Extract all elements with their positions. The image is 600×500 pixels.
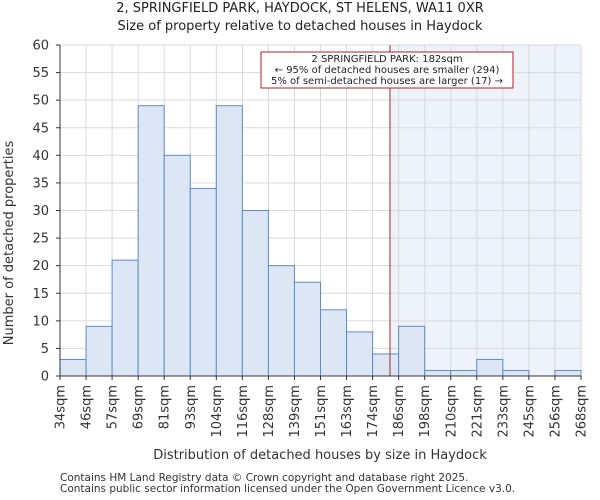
bar-221sqm (476, 358, 504, 377)
bar-151sqm (320, 309, 348, 377)
bar-163sqm (346, 331, 374, 377)
y-tick-label: 35 (32, 176, 49, 191)
bar-128sqm (267, 265, 295, 377)
annotation-line-2: ← 95% of detached houses are smaller (29… (275, 65, 500, 76)
y-tick-label: 10 (32, 314, 49, 329)
bar-186sqm (398, 325, 426, 377)
x-tick-label: 139sqm (288, 385, 303, 438)
x-tick-label: 186sqm (392, 385, 407, 438)
annotation-box: 2 SPRINGFIELD PARK: 182sqm ← 95% of deta… (260, 51, 514, 89)
y-tick-label: 5 (41, 342, 49, 357)
x-tick-label: 69sqm (132, 385, 147, 429)
x-tick-label: 245sqm (522, 385, 537, 438)
x-tick-label: 57sqm (106, 385, 121, 429)
bar-139sqm (293, 281, 322, 377)
x-tick-label: 34sqm (54, 385, 69, 429)
y-tick-label: 20 (32, 259, 49, 274)
y-tick-label: 30 (32, 204, 49, 219)
y-tick-label: 40 (32, 149, 49, 164)
x-tick-label: 116sqm (236, 385, 251, 438)
y-tick-label: 0 (41, 370, 49, 385)
bar-233sqm (502, 369, 530, 377)
x-tick-label: 151sqm (314, 385, 329, 438)
bar-198sqm (424, 369, 452, 377)
annotation-line-3: 5% of semi-detached houses are larger (1… (271, 76, 503, 87)
footer-licence: Contains public sector information licen… (60, 483, 516, 495)
x-tick-label: 268sqm (575, 385, 590, 438)
bar-81sqm (163, 154, 191, 377)
bar-93sqm (189, 187, 217, 377)
bar-34sqm (59, 358, 87, 377)
y-tick-label: 60 (32, 39, 49, 54)
bar-256sqm (554, 369, 582, 377)
x-axis-label: Distribution of detached houses by size … (153, 448, 487, 463)
y-tick-label: 45 (32, 121, 49, 136)
bar-57sqm (111, 259, 139, 377)
x-tick-label: 163sqm (340, 385, 355, 438)
bar-116sqm (241, 210, 269, 377)
y-tick-label: 55 (32, 66, 49, 81)
x-tick-label: 81sqm (158, 385, 173, 429)
annotation-border (260, 51, 514, 89)
x-tick-label: 221sqm (470, 385, 485, 438)
footer-copyright: Contains HM Land Registry data © Crown c… (60, 472, 469, 484)
bar-104sqm (215, 105, 243, 377)
x-tick-label: 128sqm (262, 385, 277, 438)
x-tick-label: 210sqm (444, 385, 459, 438)
y-tick-label: 50 (32, 94, 49, 109)
bar-210sqm (450, 369, 478, 377)
y-tick-label: 15 (32, 287, 49, 302)
x-tick-label: 256sqm (548, 385, 563, 438)
x-tick-label: 104sqm (210, 385, 225, 438)
x-tick-label: 174sqm (366, 385, 381, 438)
x-tick-label: 233sqm (496, 385, 511, 438)
bar-69sqm (137, 105, 165, 377)
chart-title-line1: 2, SPRINGFIELD PARK, HAYDOCK, ST HELENS,… (116, 1, 484, 16)
y-tick-label: 25 (32, 232, 49, 247)
x-tick-label: 93sqm (184, 385, 199, 429)
chart-title-line2: Size of property relative to detached ho… (117, 19, 483, 34)
bar-174sqm (372, 353, 400, 377)
x-tick-label: 46sqm (80, 385, 95, 429)
x-tick-label: 198sqm (418, 385, 433, 438)
bar-46sqm (85, 325, 113, 377)
y-axis-label: Number of detached properties (2, 141, 17, 346)
annotation-line-1: 2 SPRINGFIELD PARK: 182sqm (311, 54, 462, 65)
